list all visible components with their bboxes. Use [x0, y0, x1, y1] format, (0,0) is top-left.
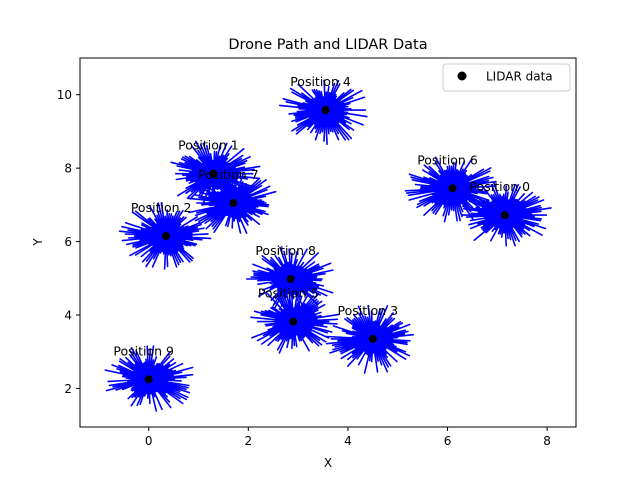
x-axis-label: X — [324, 456, 332, 470]
x-tick-label: 0 — [145, 434, 153, 448]
legend-label: LIDAR data — [486, 70, 553, 84]
chart-title: Drone Path and LIDAR Data — [228, 37, 427, 53]
position-marker — [500, 211, 509, 220]
position-label: Position 7 — [198, 167, 259, 182]
position-label: Position 0 — [469, 179, 530, 194]
position-marker — [368, 334, 377, 343]
y-tick-label: 2 — [64, 382, 72, 396]
position-marker — [289, 317, 298, 326]
position-label: Position 1 — [178, 138, 239, 153]
legend-box — [442, 63, 571, 92]
plot-area: Position 0 Position 1 Position 2 Position 3… — [104, 74, 552, 412]
position-label: Position 4 — [290, 74, 351, 89]
y-axis-label: Y — [31, 238, 45, 247]
position-label: Position 8 — [255, 243, 316, 258]
position-marker — [229, 199, 238, 208]
lidar-scan — [404, 156, 497, 223]
y-axis: 2 4 6 8 10 — [57, 88, 80, 396]
lidar-scan — [461, 182, 552, 247]
y-tick-label: 4 — [64, 309, 72, 323]
position-label: Position 2 — [131, 200, 192, 215]
x-tick-label: 4 — [344, 434, 352, 448]
lidar-scan — [279, 79, 368, 145]
position-label: Position 9 — [113, 343, 174, 358]
plot-frame — [79, 57, 577, 428]
x-tick-label: 6 — [444, 434, 452, 448]
position-label: Position 6 — [417, 152, 478, 167]
position-label: Position 5 — [258, 286, 319, 301]
position-label: Position 3 — [338, 303, 399, 318]
position-marker — [144, 375, 153, 384]
x-tick-label: 2 — [245, 434, 253, 448]
y-tick-label: 10 — [57, 88, 72, 102]
x-axis: 0 2 4 6 8 — [145, 427, 551, 448]
position-marker — [321, 106, 330, 115]
y-tick-label: 8 — [64, 162, 72, 176]
legend-marker — [457, 71, 467, 81]
position-marker — [286, 275, 295, 284]
x-tick-label: 8 — [543, 434, 551, 448]
y-tick-label: 6 — [64, 235, 72, 249]
position-marker — [162, 232, 171, 241]
position-marker — [448, 184, 457, 193]
legend: LIDAR data — [442, 63, 571, 92]
position-marker — [209, 169, 218, 178]
lidar-scan — [104, 345, 194, 412]
